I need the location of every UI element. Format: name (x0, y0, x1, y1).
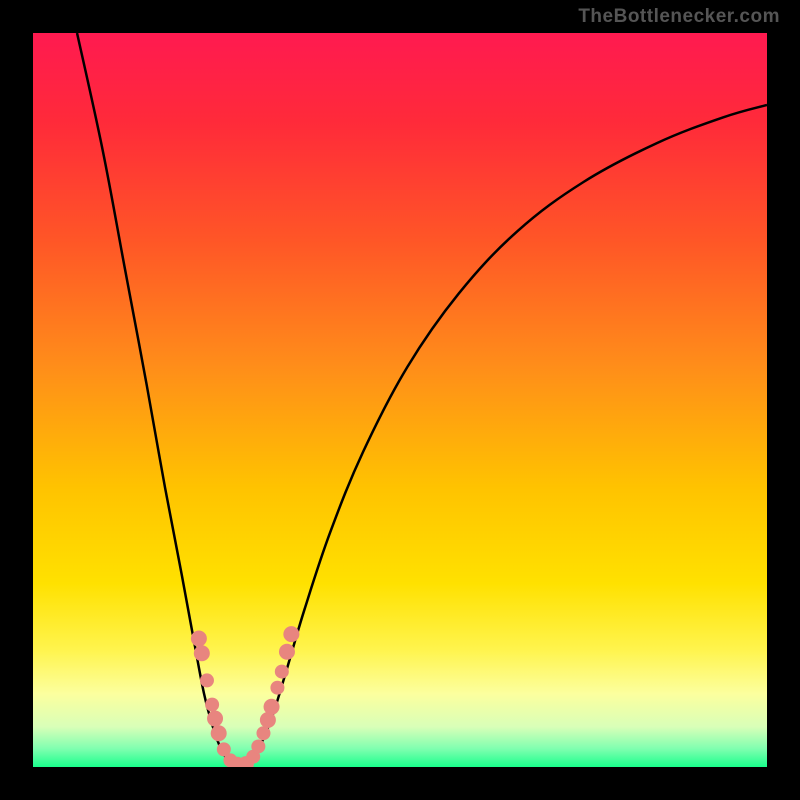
data-marker (211, 725, 227, 741)
data-marker (283, 626, 299, 642)
data-marker (205, 698, 219, 712)
chart-container: TheBottlenecker.com (0, 0, 800, 800)
data-marker (194, 645, 210, 661)
data-marker (275, 665, 289, 679)
data-marker (256, 726, 270, 740)
watermark-label: TheBottlenecker.com (578, 6, 780, 28)
data-marker (270, 681, 284, 695)
data-marker (264, 699, 280, 715)
bottleneck-plot (33, 33, 767, 767)
data-marker (191, 631, 207, 647)
data-marker (207, 711, 223, 727)
data-marker (279, 644, 295, 660)
data-marker (200, 673, 214, 687)
data-marker (251, 739, 265, 753)
